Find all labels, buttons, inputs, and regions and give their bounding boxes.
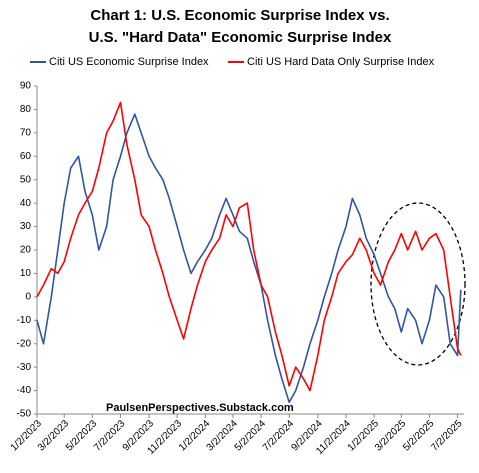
y-tick-label: -10: [17, 315, 32, 326]
y-tick-label: 0: [25, 291, 31, 302]
y-tick-label: 10: [20, 268, 32, 279]
highlight-ellipse: [370, 202, 466, 366]
y-tick-label: 80: [20, 104, 32, 115]
chart-title: U.S. "Hard Data" Economic Surprise Index: [89, 29, 392, 46]
x-tick-label: 7/2/2025: [429, 418, 465, 454]
legend-label: Citi US Economic Surprise Index: [49, 56, 209, 68]
annotation: PaulsenPerspectives.Substack.com: [106, 402, 294, 414]
y-tick-label: -50: [17, 409, 32, 420]
chart-title: Chart 1: U.S. Economic Surprise Index vs…: [90, 7, 389, 24]
y-tick-label: 30: [20, 221, 32, 232]
y-tick-label: 20: [20, 245, 32, 256]
y-tick-label: 60: [20, 151, 32, 162]
y-tick-label: -20: [17, 338, 32, 349]
series-line: [36, 101, 462, 392]
legend-label: Citi US Hard Data Only Surprise Index: [247, 56, 435, 68]
y-tick-label: 40: [20, 198, 32, 209]
series-line: [36, 113, 462, 404]
y-tick-label: -30: [17, 362, 32, 373]
y-tick-label: 90: [20, 81, 32, 92]
y-tick-label: 50: [20, 174, 32, 185]
y-tick-label: 70: [20, 127, 32, 138]
y-tick-label: -40: [17, 385, 32, 396]
